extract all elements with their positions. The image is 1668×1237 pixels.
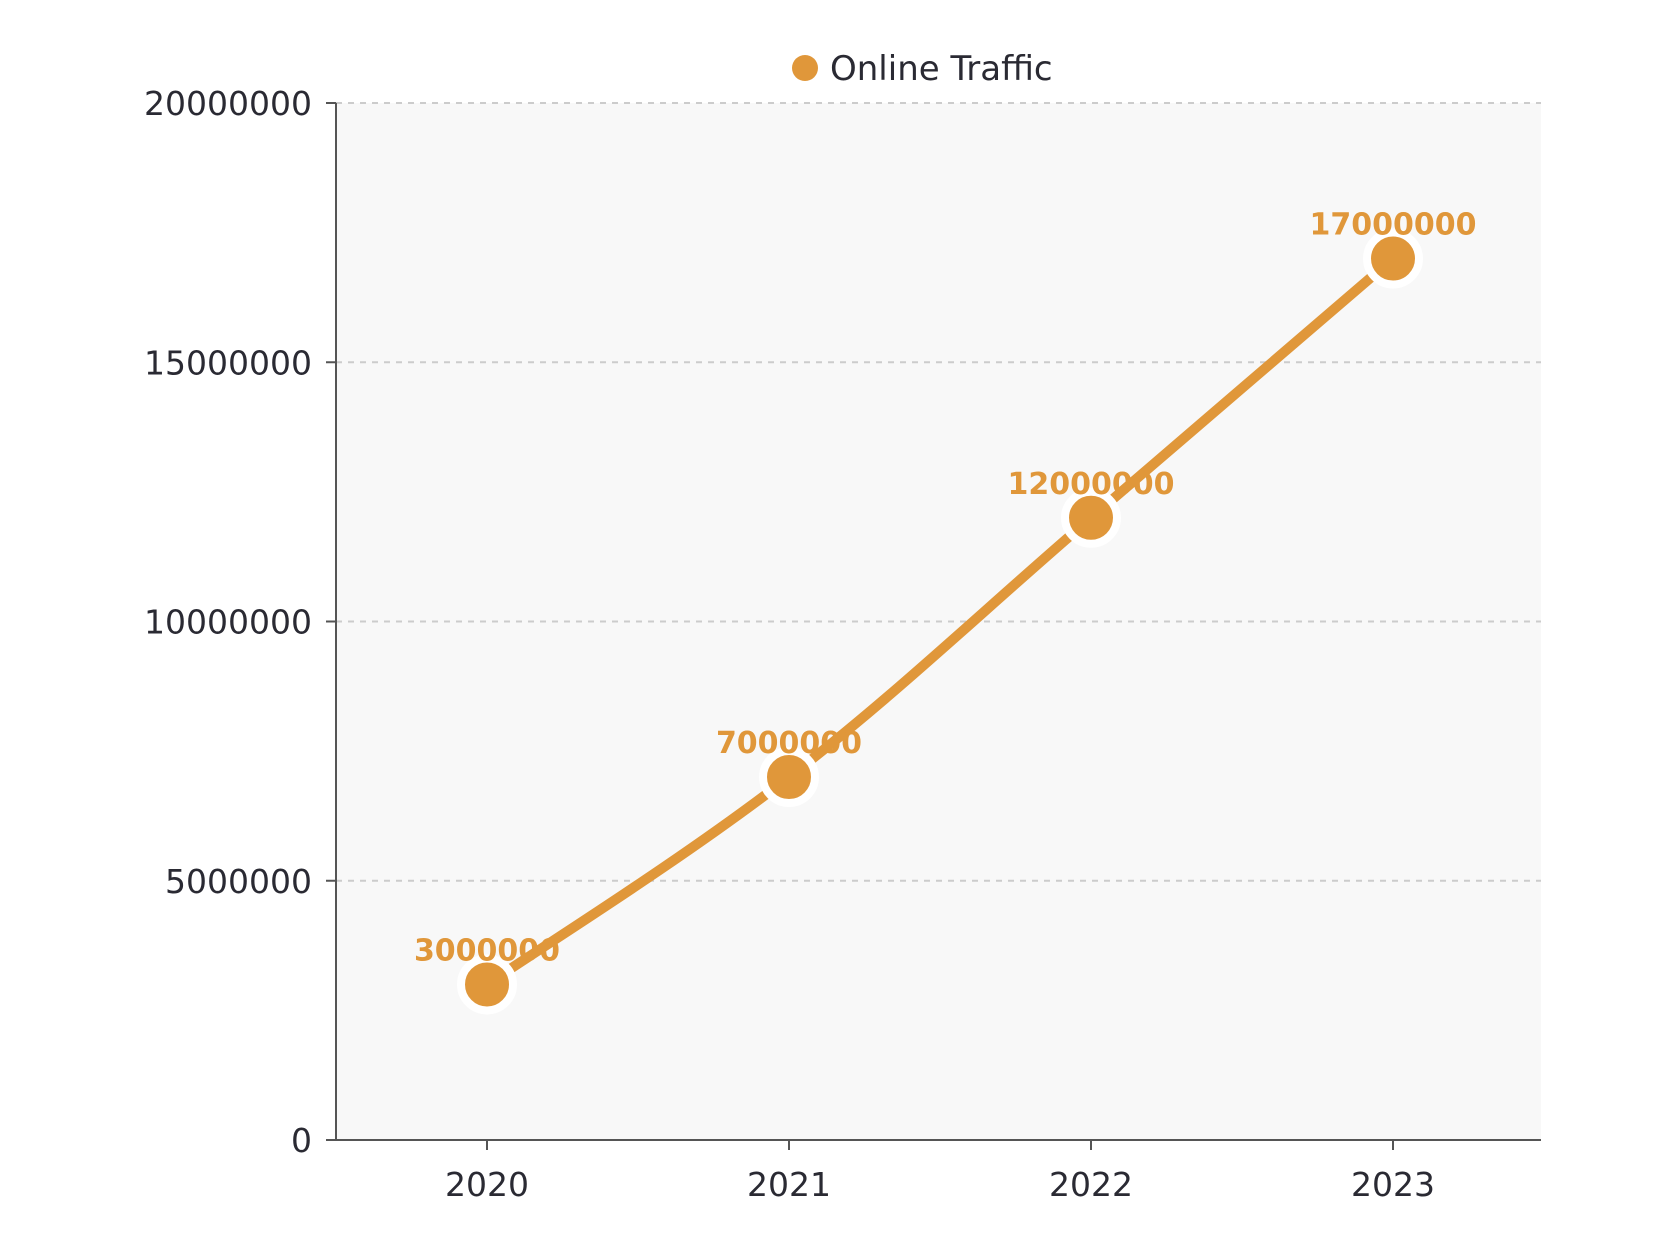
- data-point[interactable]: [1363, 228, 1423, 289]
- x-tick-label: 2023: [1351, 1165, 1435, 1204]
- y-axis-ticks: 0 5000000 10000000 15000000 20000000: [144, 84, 336, 1160]
- data-point[interactable]: [759, 747, 819, 808]
- data-label: 17000000: [1310, 208, 1477, 243]
- data-point[interactable]: [457, 954, 517, 1015]
- x-tick-label: 2020: [445, 1165, 529, 1204]
- x-tick-label: 2021: [747, 1165, 831, 1204]
- data-label: 12000000: [1008, 467, 1175, 502]
- data-point[interactable]: [1061, 487, 1121, 548]
- legend[interactable]: Online Traffic: [792, 49, 1053, 89]
- y-tick-label: 5000000: [165, 862, 312, 901]
- series-line-online-traffic: [482, 253, 1398, 990]
- x-axis-ticks: 2020 2021 2022 2023: [445, 1140, 1435, 1204]
- y-tick-label: 10000000: [144, 603, 312, 642]
- x-tick-label: 2022: [1049, 1165, 1133, 1204]
- y-tick-label: 20000000: [144, 84, 312, 123]
- series-layer: 3000000 7000000 12000000 17000000: [414, 208, 1477, 1015]
- data-label: 3000000: [414, 933, 560, 968]
- y-tick-label: 15000000: [144, 343, 312, 382]
- legend-marker-online-traffic: [792, 55, 818, 81]
- grid-lines: [336, 102, 1541, 882]
- data-label: 7000000: [716, 726, 862, 761]
- legend-label-online-traffic: Online Traffic: [830, 49, 1053, 89]
- y-tick-label: 0: [291, 1121, 312, 1160]
